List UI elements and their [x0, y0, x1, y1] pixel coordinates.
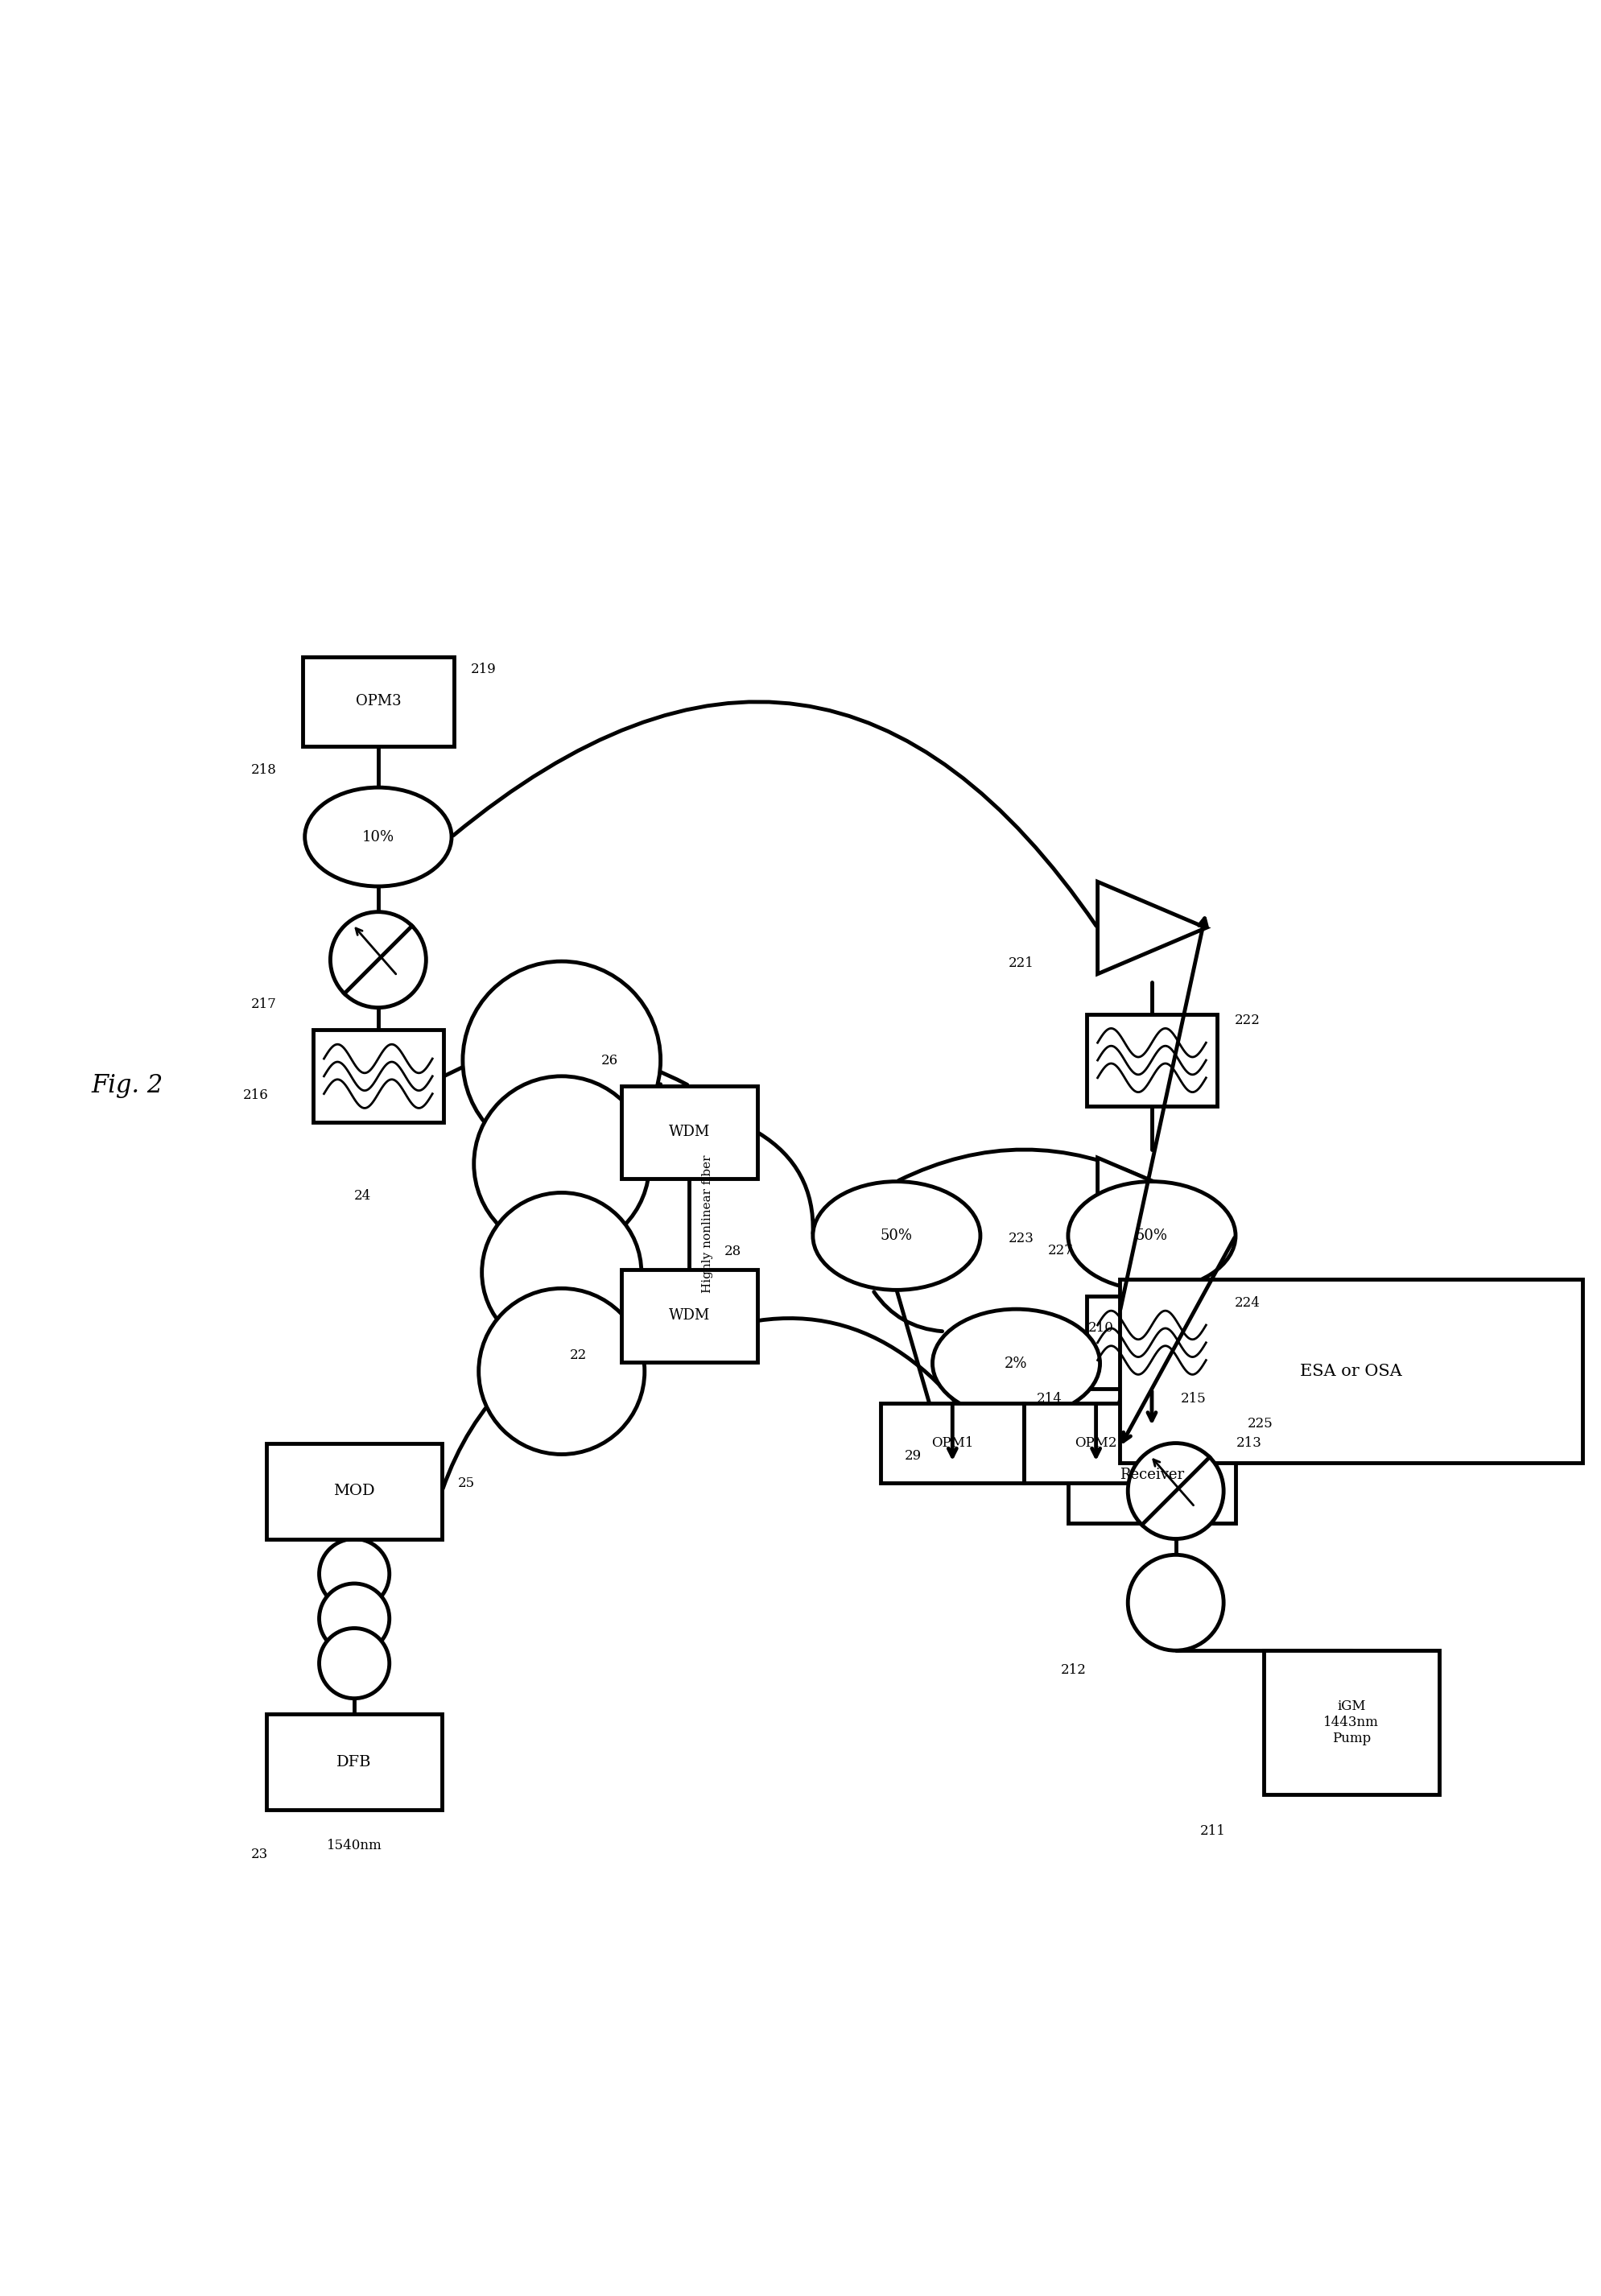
- FancyBboxPatch shape: [266, 1715, 442, 1809]
- Text: 28: 28: [724, 1244, 741, 1258]
- Polygon shape: [1097, 882, 1206, 974]
- Text: 216: 216: [242, 1088, 267, 1102]
- Text: 29: 29: [905, 1449, 921, 1463]
- Text: 215: 215: [1180, 1391, 1206, 1405]
- Text: OPM3: OPM3: [355, 693, 400, 709]
- Text: 24: 24: [354, 1189, 371, 1203]
- FancyBboxPatch shape: [1023, 1403, 1167, 1483]
- Ellipse shape: [1068, 1182, 1234, 1290]
- Text: WDM: WDM: [668, 1125, 709, 1139]
- Text: iGM
1443nm
Pump: iGM 1443nm Pump: [1322, 1699, 1378, 1745]
- Text: 23: 23: [250, 1848, 267, 1862]
- Text: 2%: 2%: [1004, 1357, 1028, 1371]
- FancyBboxPatch shape: [1068, 1428, 1234, 1522]
- Text: 223: 223: [1007, 1233, 1033, 1247]
- Text: OPM2: OPM2: [1074, 1437, 1116, 1451]
- Circle shape: [1127, 1554, 1223, 1651]
- FancyBboxPatch shape: [1085, 1015, 1217, 1107]
- FancyBboxPatch shape: [1263, 1651, 1438, 1793]
- FancyBboxPatch shape: [312, 1031, 443, 1123]
- Text: 10%: 10%: [362, 829, 394, 845]
- Circle shape: [482, 1192, 640, 1352]
- FancyBboxPatch shape: [621, 1270, 757, 1362]
- Text: Fig. 2: Fig. 2: [91, 1072, 163, 1097]
- Text: OPM1: OPM1: [930, 1437, 973, 1451]
- Text: Highly nonlinear fiber: Highly nonlinear fiber: [701, 1155, 712, 1293]
- Circle shape: [479, 1288, 644, 1453]
- FancyBboxPatch shape: [881, 1403, 1023, 1483]
- Text: 224: 224: [1234, 1295, 1260, 1309]
- FancyBboxPatch shape: [1085, 1297, 1217, 1389]
- Circle shape: [319, 1628, 389, 1699]
- Text: 1540nm: 1540nm: [327, 1839, 381, 1853]
- FancyBboxPatch shape: [266, 1444, 442, 1538]
- FancyBboxPatch shape: [621, 1086, 757, 1178]
- Text: ESA or OSA: ESA or OSA: [1300, 1364, 1401, 1380]
- Text: 22: 22: [570, 1348, 586, 1362]
- Text: 50%: 50%: [1135, 1228, 1167, 1242]
- Text: 221: 221: [1007, 955, 1033, 969]
- Ellipse shape: [812, 1182, 980, 1290]
- Circle shape: [1127, 1444, 1223, 1538]
- Ellipse shape: [932, 1309, 1100, 1417]
- Text: 26: 26: [602, 1054, 618, 1068]
- FancyBboxPatch shape: [303, 657, 453, 746]
- Text: 227: 227: [1047, 1244, 1073, 1258]
- Text: 211: 211: [1199, 1823, 1225, 1837]
- Ellipse shape: [304, 788, 451, 886]
- Text: MOD: MOD: [333, 1483, 375, 1499]
- Text: 50%: 50%: [881, 1228, 913, 1242]
- Circle shape: [319, 1584, 389, 1653]
- Text: 225: 225: [1247, 1417, 1273, 1430]
- Text: 222: 222: [1234, 1013, 1260, 1026]
- Text: 214: 214: [1036, 1391, 1061, 1405]
- Circle shape: [463, 962, 660, 1159]
- Text: Receiver: Receiver: [1119, 1467, 1183, 1483]
- Text: DFB: DFB: [336, 1754, 371, 1770]
- FancyBboxPatch shape: [1119, 1279, 1582, 1463]
- Text: 212: 212: [1060, 1662, 1085, 1676]
- Text: WDM: WDM: [668, 1309, 709, 1322]
- Circle shape: [330, 912, 426, 1008]
- Text: 219: 219: [471, 664, 496, 677]
- Circle shape: [319, 1538, 389, 1609]
- Text: 218: 218: [250, 762, 275, 776]
- Text: 210: 210: [1087, 1322, 1113, 1334]
- Text: 25: 25: [458, 1476, 475, 1490]
- Circle shape: [474, 1077, 648, 1251]
- Text: 217: 217: [250, 996, 275, 1010]
- Text: 213: 213: [1236, 1437, 1262, 1451]
- Polygon shape: [1097, 1157, 1206, 1249]
